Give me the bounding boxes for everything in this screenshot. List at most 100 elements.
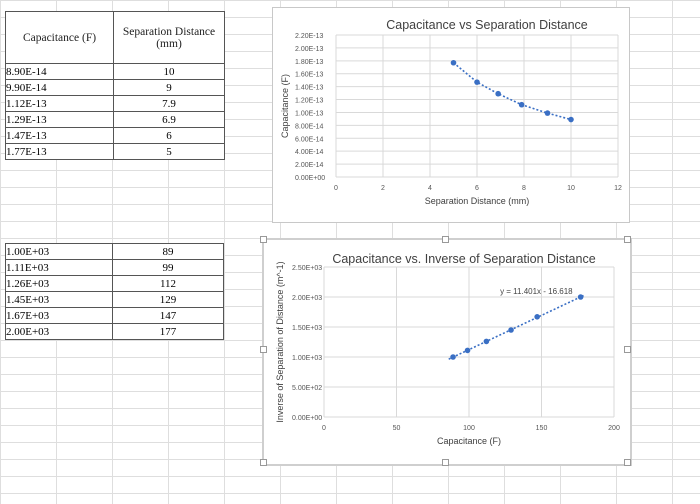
chart2-svg: 0.00E+00 5.00E+02 1.00E+03 1.50E+03 2.00E+03… <box>275 252 620 446</box>
table-row: 1.12E-13 7.9 <box>5 95 225 112</box>
table-row: 8.90E-14 10 <box>5 63 225 80</box>
y-tick-label: 0.00E+00 <box>295 175 325 182</box>
table-row: 1.11E+03 99 <box>5 259 224 276</box>
chart-title: Capacitance vs. Inverse of Separation Di… <box>332 252 595 266</box>
cell[interactable]: 1.12E-13 <box>5 95 114 112</box>
table-row: 1.45E+03 129 <box>5 291 224 308</box>
data-point <box>495 90 501 97</box>
cell[interactable]: 177 <box>112 323 224 340</box>
y-tick-label: 2.00E-14 <box>295 162 324 169</box>
resize-handle[interactable] <box>442 459 449 466</box>
y-tick-label: 6.00E-14 <box>295 136 324 143</box>
chart-capacitance-vs-inverse-distance[interactable]: 0.00E+00 5.00E+02 1.00E+03 1.50E+03 2.00E+03… <box>262 238 632 466</box>
table-row: 1.29E-13 6.9 <box>5 111 225 128</box>
x-tick-label: 6 <box>475 185 479 192</box>
y-tick-label: 2.00E+03 <box>292 295 322 302</box>
x-tick-label: 10 <box>567 185 575 192</box>
resize-handle[interactable] <box>260 459 267 466</box>
x-tick-label: 100 <box>463 425 475 432</box>
resize-handle[interactable] <box>260 236 267 243</box>
chart-capacitance-vs-distance[interactable]: 0.00E+00 2.00E-14 4.00E-14 6.00E-14 8.00E-14… <box>272 7 630 223</box>
cell[interactable]: 5 <box>113 143 225 160</box>
cell[interactable]: 89 <box>112 243 224 260</box>
header-separation-distance[interactable]: Separation Distance (mm) <box>113 11 225 64</box>
cell[interactable]: 9 <box>113 79 225 96</box>
cell[interactable]: 6 <box>113 127 225 144</box>
table-row: 1.77E-13 5 <box>5 143 225 160</box>
table-row: 1.26E+03 112 <box>5 275 224 292</box>
y-tick-label: 0.00E+00 <box>292 415 322 422</box>
x-tick-label: 2 <box>381 185 385 192</box>
x-axis-label: Separation Distance (mm) <box>425 196 530 206</box>
y-tick-label: 2.00E-13 <box>295 46 324 53</box>
resize-handle[interactable] <box>624 346 631 353</box>
y-tick-label: 4.00E-14 <box>295 149 324 156</box>
data-point <box>518 101 525 108</box>
data-point <box>544 110 551 116</box>
capacitance-distance-table: Capacitance (F) Separation Distance (mm)… <box>5 11 225 160</box>
y-axis-label: Inverse of Separation of Distance (m^-1) <box>275 261 285 422</box>
data-point <box>450 354 456 360</box>
data-point <box>577 294 584 300</box>
y-tick-label: 1.50E+03 <box>292 325 322 332</box>
trendline-equation: y = 11.401x - 16.618 <box>500 287 573 296</box>
data-point <box>483 338 490 345</box>
x-tick-label: 150 <box>536 425 548 432</box>
cell[interactable]: 1.77E-13 <box>5 143 114 160</box>
cell[interactable]: 10 <box>113 63 225 80</box>
trendline <box>448 294 584 360</box>
cell[interactable]: 1.47E-13 <box>5 127 114 144</box>
x-tick-label: 12 <box>614 185 622 192</box>
x-tick-label: 8 <box>522 185 526 192</box>
x-axis-label: Capacitance (F) <box>437 436 501 446</box>
y-tick-label: 1.60E-13 <box>295 72 324 79</box>
cell[interactable]: 1.45E+03 <box>5 291 113 308</box>
y-tick-label: 2.50E+03 <box>292 265 322 272</box>
cell[interactable]: 8.90E-14 <box>5 63 114 80</box>
x-tick-label: 0 <box>322 425 326 432</box>
cell[interactable]: 1.29E-13 <box>5 111 114 128</box>
chart1-svg: 0.00E+00 2.00E-14 4.00E-14 6.00E-14 8.00E-14… <box>280 18 622 206</box>
table-row: 1.67E+03 147 <box>5 307 224 324</box>
cell[interactable]: 1.00E+03 <box>5 243 113 260</box>
resize-handle[interactable] <box>624 459 631 466</box>
y-tick-label: 1.00E-13 <box>295 110 324 117</box>
table-row: 1.47E-13 6 <box>5 127 225 144</box>
cell[interactable]: 112 <box>112 275 224 292</box>
y-tick-label: 2.20E-13 <box>295 33 324 40</box>
cell[interactable]: 9.90E-14 <box>5 79 114 96</box>
resize-handle[interactable] <box>260 346 267 353</box>
cell[interactable]: 129 <box>112 291 224 308</box>
cell[interactable]: 7.9 <box>113 95 225 112</box>
chart-title: Capacitance vs Separation Distance <box>386 18 588 32</box>
y-tick-label: 5.00E+02 <box>292 385 322 392</box>
x-tick-label: 4 <box>428 185 432 192</box>
y-tick-label: 8.00E-14 <box>295 123 324 130</box>
cell[interactable]: 1.67E+03 <box>5 307 113 324</box>
data-point <box>508 327 514 333</box>
data-point <box>464 347 471 354</box>
data-point <box>474 79 480 85</box>
cell[interactable]: 6.9 <box>113 111 225 128</box>
cell[interactable]: 1.26E+03 <box>5 275 113 292</box>
cell[interactable]: 1.11E+03 <box>5 259 113 276</box>
y-tick-label: 1.80E-13 <box>295 59 324 66</box>
data-point <box>534 314 540 320</box>
table-row: 2.00E+03 177 <box>5 323 224 340</box>
resize-handle[interactable] <box>442 236 449 243</box>
x-tick-label: 50 <box>393 425 401 432</box>
resize-handle[interactable] <box>624 236 631 243</box>
x-tick-label: 0 <box>334 185 338 192</box>
data-point <box>568 116 574 123</box>
y-tick-label: 1.20E-13 <box>295 98 324 105</box>
cell[interactable]: 99 <box>112 259 224 276</box>
y-axis-label: Capacitance (F) <box>280 74 290 138</box>
cell[interactable]: 2.00E+03 <box>5 323 113 340</box>
data-point <box>450 59 457 66</box>
table-row: 1.00E+03 89 <box>5 243 224 260</box>
inverse-distance-table: 1.00E+03 89 1.11E+03 99 1.26E+03 112 1.4… <box>5 243 224 340</box>
cell[interactable]: 147 <box>112 307 224 324</box>
y-tick-label: 1.00E+03 <box>292 355 322 362</box>
header-capacitance[interactable]: Capacitance (F) <box>5 11 114 64</box>
series-line <box>452 62 572 121</box>
